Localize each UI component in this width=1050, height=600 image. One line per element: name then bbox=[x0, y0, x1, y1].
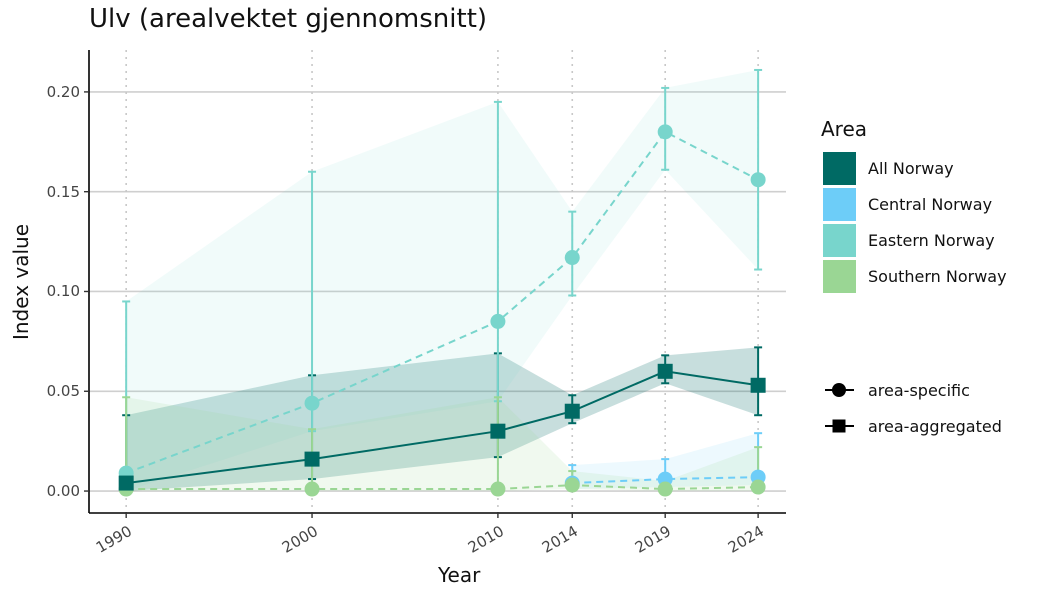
data-point-circle bbox=[564, 477, 580, 493]
data-point-square bbox=[304, 451, 320, 467]
legend-color-swatch bbox=[823, 151, 856, 185]
data-point-circle bbox=[304, 395, 320, 411]
data-point-square bbox=[118, 475, 134, 491]
legend-item-all-norway: All Norway bbox=[823, 151, 954, 185]
shape-legend-item-area-specific: area-specific bbox=[823, 378, 970, 402]
y-tick-label: 0.05 bbox=[46, 382, 80, 401]
data-point-circle bbox=[750, 479, 766, 495]
data-point-square bbox=[490, 423, 506, 439]
data-point-circle bbox=[657, 124, 673, 140]
chart-title: Ulv (arealvektet gjennomsnitt) bbox=[89, 4, 488, 34]
square-marker-icon bbox=[825, 419, 854, 433]
circle-marker-icon bbox=[825, 383, 854, 397]
x-axis-label: Year bbox=[438, 563, 481, 587]
data-point-circle bbox=[564, 250, 580, 266]
shape-legend-item-area-aggregated: area-aggregated bbox=[823, 414, 1002, 438]
legend-item-eastern-norway: Eastern Norway bbox=[823, 223, 995, 257]
series-line-all-norway bbox=[126, 370, 759, 485]
legend-label: Central Norway bbox=[868, 194, 993, 214]
data-point-circle bbox=[490, 313, 506, 329]
legend-label: Southern Norway bbox=[868, 266, 1007, 286]
legend-item-central-norway: Central Norway bbox=[823, 187, 993, 221]
legend-color-swatch bbox=[823, 187, 856, 221]
ribbon-eastern-norway bbox=[126, 69, 759, 492]
data-point-circle bbox=[657, 481, 673, 497]
shape-legend-label: area-specific bbox=[868, 380, 970, 400]
data-point-circle bbox=[304, 481, 320, 497]
series-line-southern-norway bbox=[126, 484, 759, 491]
ribbon-southern-norway bbox=[126, 397, 759, 492]
data-point-square bbox=[564, 403, 580, 419]
y-tick-label: 0.00 bbox=[46, 482, 80, 501]
ribbon-all-norway bbox=[126, 347, 759, 492]
legend-color-swatch bbox=[823, 223, 856, 257]
data-point-circle bbox=[750, 172, 766, 188]
legend-label: All Norway bbox=[868, 158, 954, 178]
y-tick-label: 0.20 bbox=[46, 82, 80, 101]
data-point-circle bbox=[490, 481, 506, 497]
legend-item-southern-norway: Southern Norway bbox=[823, 259, 1007, 293]
legend-color-swatch bbox=[823, 259, 856, 293]
data-point-square bbox=[657, 363, 673, 379]
legend-label: Eastern Norway bbox=[868, 230, 995, 250]
series-line-eastern-norway bbox=[125, 130, 759, 475]
data-point-square bbox=[750, 377, 766, 393]
y-tick-label: 0.15 bbox=[46, 182, 80, 201]
y-tick-label: 0.10 bbox=[46, 282, 80, 301]
shape-legend-label: area-aggregated bbox=[868, 416, 1002, 436]
legend-title: Area bbox=[821, 117, 868, 141]
